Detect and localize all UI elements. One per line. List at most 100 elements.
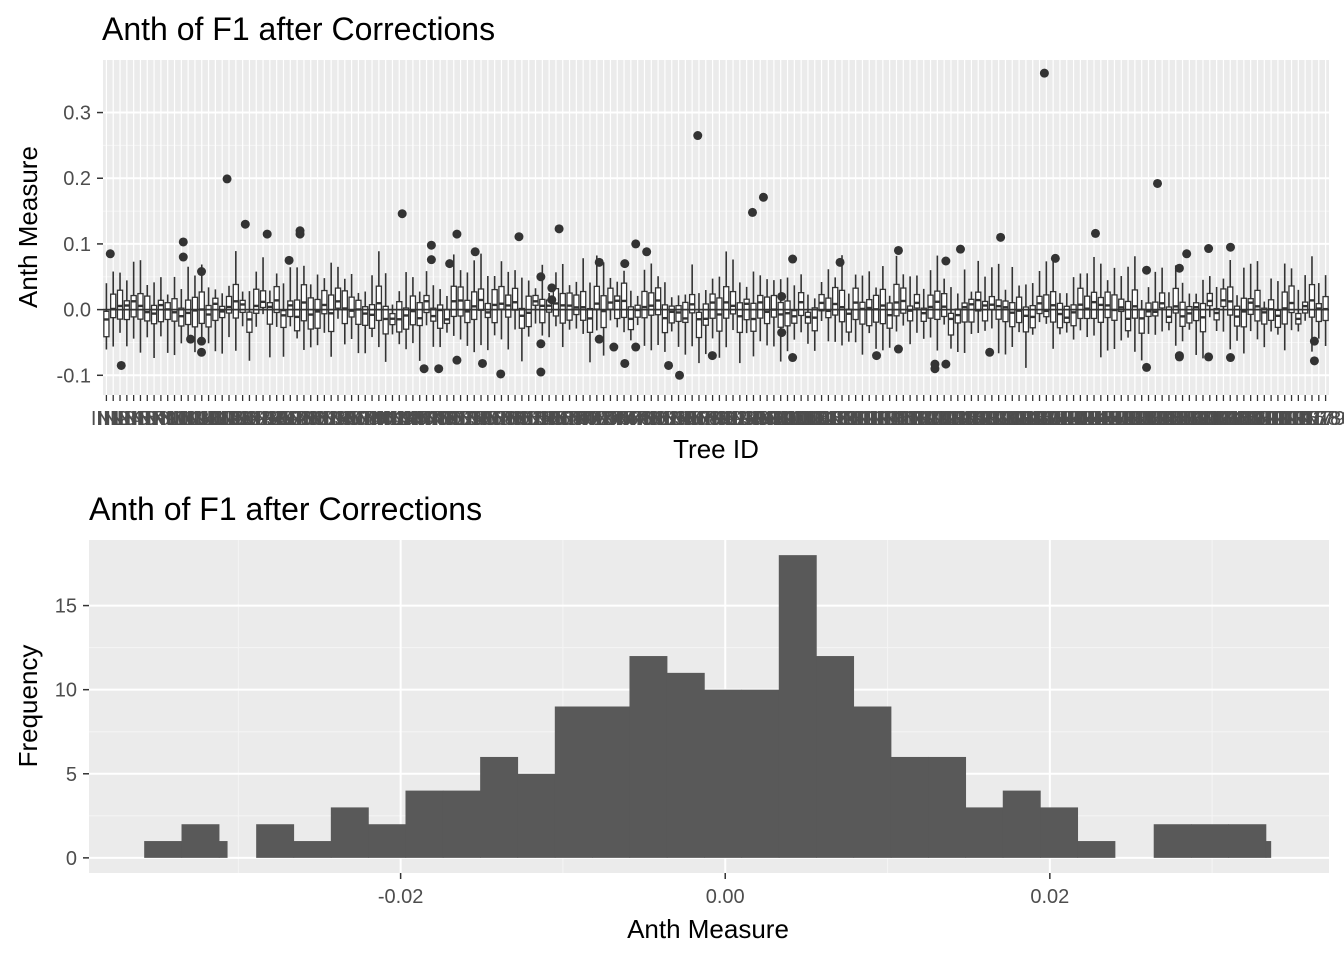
x-tick-label: 0.02 <box>1030 886 1069 908</box>
boxplot-box <box>1247 263 1254 332</box>
boxplot-box <box>968 291 975 334</box>
box-body <box>198 291 205 325</box>
x-tick-label: IN99 <box>753 408 795 430</box>
boxplot-box <box>893 255 900 332</box>
box-body <box>266 302 274 325</box>
histogram-bar <box>741 689 780 858</box>
box-body <box>341 290 348 325</box>
boxplot-box <box>757 275 764 342</box>
outlier-point <box>1174 263 1184 273</box>
outlier-point <box>941 359 951 369</box>
box-body <box>539 298 546 324</box>
x-tick-label: IN74 <box>582 408 624 430</box>
box-body <box>436 304 444 329</box>
x-tick-label: IN162 <box>1176 408 1229 430</box>
outlier-point <box>1309 336 1319 346</box>
boxplot-box <box>866 271 873 334</box>
box-body <box>1043 294 1050 318</box>
x-tick-label: IN8 <box>139 408 170 430</box>
boxplot-box <box>103 283 110 350</box>
box-body <box>253 288 260 314</box>
x-tick-label: IN71 <box>562 408 604 430</box>
box-body <box>988 295 996 311</box>
outlier-point <box>747 207 757 217</box>
x-tick-label: IN147 <box>1074 408 1127 430</box>
box-body <box>695 311 703 339</box>
x-tick-label: IN138 <box>1013 408 1066 430</box>
boxplot-box <box>736 282 744 364</box>
histogram-bar <box>330 807 369 858</box>
histogram-bar <box>480 756 519 858</box>
boxplot-box <box>947 287 955 349</box>
x-tick-label: IN16 <box>187 408 229 430</box>
x-tick-label: IN135 <box>992 408 1045 430</box>
boxplot-box <box>648 263 655 351</box>
boxplot-box <box>1206 276 1214 318</box>
outlier-point <box>835 257 845 267</box>
box-body <box>1131 289 1139 319</box>
boxplot-box <box>688 264 696 347</box>
x-tick-label: IN24 <box>242 408 284 430</box>
histogram-bar <box>1153 824 1192 858</box>
x-tick-label: IN57 <box>467 408 509 430</box>
histogram-bar <box>928 756 967 858</box>
x-tick-label: IN76 <box>596 408 638 430</box>
boxplot-box <box>1070 277 1077 340</box>
boxplot-box <box>368 275 376 338</box>
x-tick-label: IN65 <box>521 408 563 430</box>
box-body <box>1118 298 1125 313</box>
x-tick-label: IN58 <box>474 408 516 430</box>
histogram-bar <box>1191 824 1229 858</box>
boxplot-box <box>702 290 709 355</box>
box-body <box>430 307 437 322</box>
box-body <box>259 290 267 309</box>
y-tick-label: 0.0 <box>63 300 91 322</box>
outlier-point <box>434 364 444 374</box>
box-body <box>859 301 866 325</box>
boxplot-box <box>620 270 628 333</box>
histogram-bar <box>1077 841 1116 858</box>
outlier-point <box>620 259 630 269</box>
boxplot-box <box>293 267 301 339</box>
box-body <box>1009 302 1016 328</box>
x-tick-label: IN150 <box>1095 408 1148 430</box>
x-tick-label: IN146 <box>1067 408 1120 430</box>
boxplot-box <box>396 291 403 345</box>
box-body <box>831 286 839 316</box>
boxplot-box <box>423 271 430 326</box>
x-tick-label: IN139 <box>1020 408 1073 430</box>
boxplot-box <box>1077 273 1084 331</box>
boxplot-box <box>218 293 226 354</box>
boxplot-box <box>934 255 941 351</box>
box-body <box>246 311 253 333</box>
x-tick-label: IN132 <box>972 408 1025 430</box>
x-tick-label: IN120 <box>890 408 943 430</box>
box-body <box>1274 309 1282 329</box>
x-tick-label: IN1 <box>91 408 122 430</box>
boxplot-box <box>559 263 566 348</box>
histogram-bar <box>181 824 220 858</box>
x-tick-label: IN91 <box>698 408 740 430</box>
box-body <box>1036 295 1043 315</box>
box-body <box>443 308 451 325</box>
histogram-bar <box>1040 807 1079 858</box>
x-tick-label: IN63 <box>508 408 550 430</box>
x-tick-label: IN22 <box>228 408 270 430</box>
boxplot-box <box>906 276 914 345</box>
histogram-x-ticks: -0.02 0.00 0.02 <box>378 873 1069 908</box>
outlier-point <box>295 229 305 239</box>
x-tick-label: IN37 <box>330 408 372 430</box>
box-body <box>314 298 321 329</box>
x-tick-label: IN83 <box>644 408 686 430</box>
box-body <box>396 301 403 333</box>
x-tick-label: IN145 <box>1061 408 1114 430</box>
boxplot-box <box>566 285 573 330</box>
outlier-point <box>477 358 487 368</box>
box-body <box>975 291 982 312</box>
histogram-bar <box>592 706 631 858</box>
x-tick-label: IN28 <box>269 408 311 430</box>
boxplot-box <box>1049 260 1057 349</box>
x-tick-label: IN114 <box>850 408 902 430</box>
x-tick-label: IN104 <box>781 408 834 430</box>
x-tick-label: IN62 <box>501 408 543 430</box>
